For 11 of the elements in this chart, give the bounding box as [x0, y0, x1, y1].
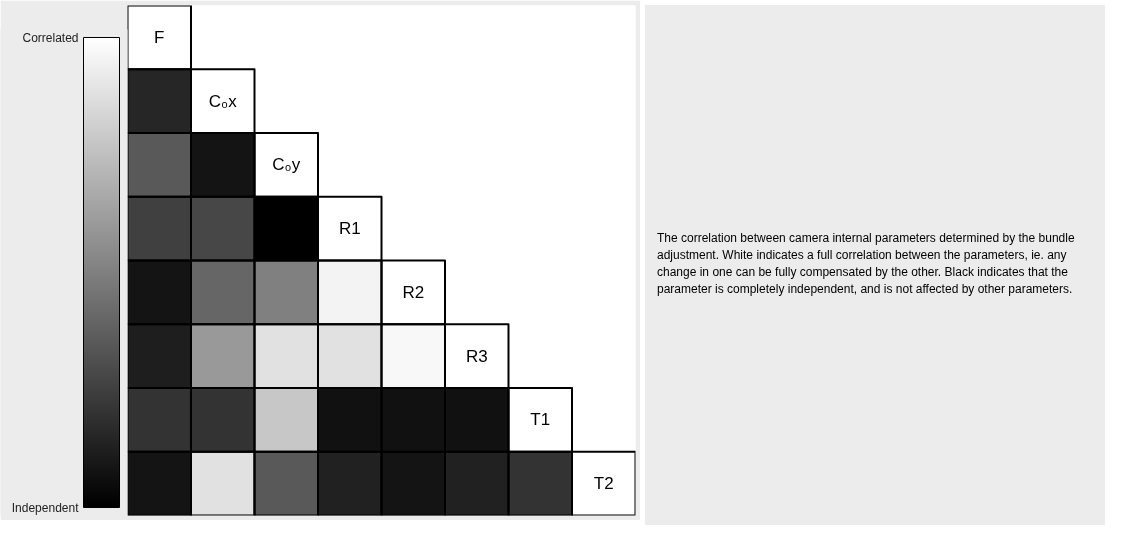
color-bar-label: Independent [11, 500, 80, 515]
text: The correlation between camera internal parameters determined by the bundle adjustment. White indicates a full correlation between the parameters, ie. any change in one can be fully compensated by the other. Black indicates that the parameter is completely independent, and is not affected by other parameters. [657, 230, 1076, 299]
data-label: F [154, 27, 165, 47]
data-label: T2 [593, 474, 614, 494]
color-bar-label: Correlated [22, 30, 79, 45]
data-label: C₀x [208, 91, 238, 111]
data-label: R3 [465, 346, 488, 366]
data-label: C₀y [272, 155, 301, 175]
data-label: R1 [338, 219, 361, 239]
data-label: T1 [530, 410, 551, 430]
data-label: R2 [402, 282, 425, 302]
